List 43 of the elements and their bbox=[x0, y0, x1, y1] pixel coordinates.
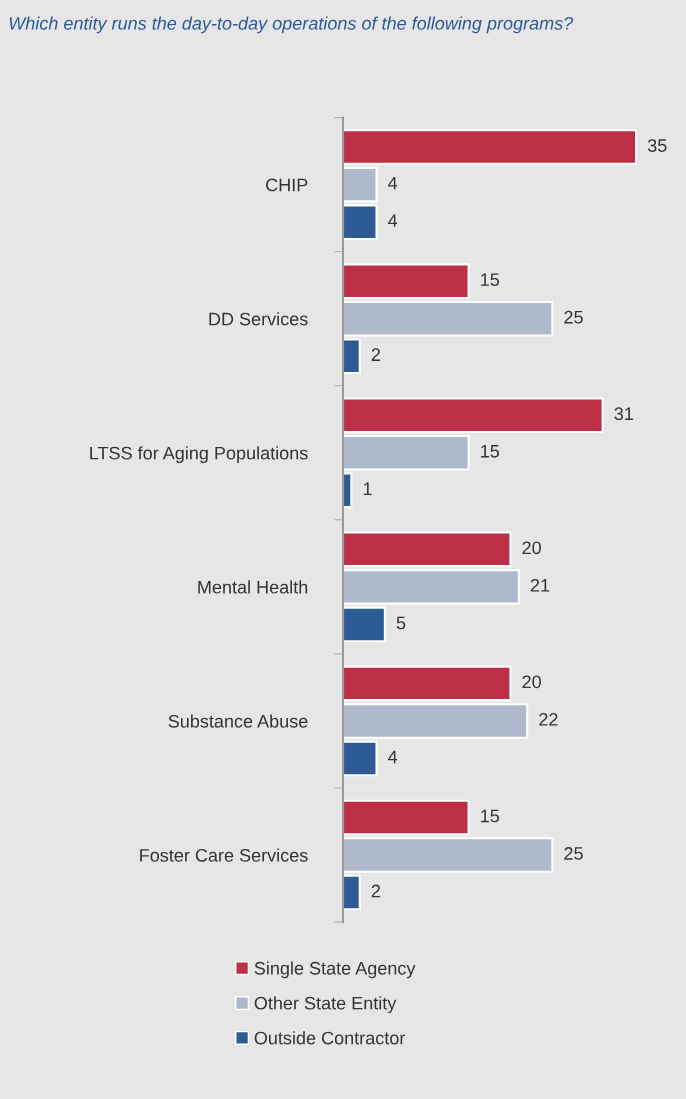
y-tick-label: Foster Care Services bbox=[140, 848, 308, 862]
chart-title: Which entity runs the day-to-day operations of the following programs? bbox=[9, 16, 574, 34]
data-label: 15 bbox=[481, 273, 500, 287]
data-label: 31 bbox=[614, 407, 633, 421]
legend-label: Other State Entity bbox=[254, 996, 397, 1014]
data-label: 35 bbox=[647, 139, 667, 152]
bar bbox=[343, 397, 604, 434]
bar bbox=[343, 263, 470, 299]
bar bbox=[343, 166, 378, 203]
y-tick-label: Mental Health bbox=[198, 580, 308, 594]
data-label: 20 bbox=[522, 541, 541, 555]
legend-label: Single State Agency bbox=[254, 961, 416, 979]
data-label: 2 bbox=[371, 348, 380, 361]
bar bbox=[343, 799, 470, 836]
legend-label: Outside Contractor bbox=[254, 1031, 406, 1045]
data-label: 4 bbox=[388, 176, 398, 190]
bar bbox=[343, 665, 512, 702]
data-label: 22 bbox=[539, 713, 558, 726]
data-label: 4 bbox=[388, 214, 398, 227]
data-label: 2 bbox=[371, 884, 380, 898]
y-tick-label: DD Services bbox=[209, 312, 308, 326]
data-label: 25 bbox=[564, 310, 583, 324]
data-label: 15 bbox=[481, 809, 500, 823]
bar bbox=[343, 531, 512, 568]
bar bbox=[343, 703, 529, 739]
data-label: 4 bbox=[388, 750, 398, 764]
y-tick-label: CHIP bbox=[266, 178, 308, 192]
y-tick-label: Substance Abuse bbox=[168, 714, 308, 728]
data-label: 5 bbox=[396, 616, 406, 630]
data-label: 25 bbox=[564, 847, 583, 860]
y-tick-label: LTSS for Aging Populations bbox=[90, 446, 308, 464]
bar bbox=[343, 434, 470, 471]
bar bbox=[343, 569, 520, 605]
bar bbox=[343, 740, 378, 777]
bar bbox=[343, 606, 386, 643]
bar bbox=[343, 204, 378, 240]
data-label: 15 bbox=[481, 445, 500, 458]
data-label: 1 bbox=[363, 482, 372, 495]
bar bbox=[343, 837, 554, 873]
bar bbox=[343, 129, 638, 165]
data-label: 21 bbox=[530, 578, 550, 592]
bar bbox=[343, 874, 361, 911]
data-label: 20 bbox=[522, 675, 541, 689]
